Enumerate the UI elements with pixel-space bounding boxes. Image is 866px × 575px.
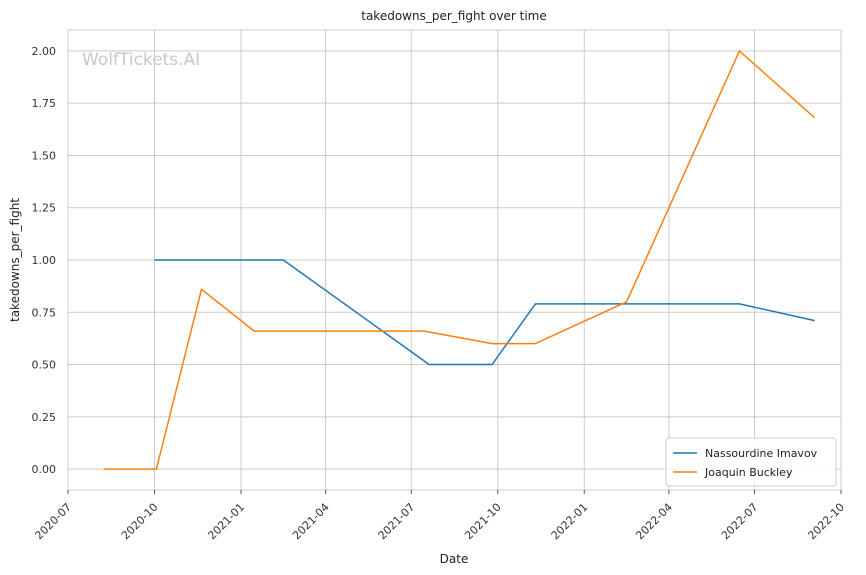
x-tick-label: 2020-07	[32, 501, 74, 543]
x-tick-label: 2022-01	[549, 501, 591, 543]
legend-box	[665, 437, 837, 487]
x-tick-label: 2021-10	[462, 501, 504, 543]
x-tick-label: 2022-10	[805, 501, 847, 543]
chart-title: takedowns_per_fight over time	[361, 9, 547, 23]
legend-label-joaquin-buckley: Joaquin Buckley	[704, 466, 793, 479]
series-line-nassourdine-imavov	[154, 259, 815, 366]
y-tick-label: 0.00	[32, 463, 57, 476]
legend-label-nassourdine-imavov: Nassourdine Imavov	[705, 447, 818, 460]
watermark: WolfTickets.AI	[82, 50, 200, 70]
x-tick-label: 2022-07	[719, 501, 761, 543]
x-axis-label: Date	[440, 552, 469, 566]
y-tick-label: 1.50	[32, 149, 57, 162]
y-tick-label: 0.50	[32, 359, 57, 372]
y-tick-label: 0.75	[32, 306, 57, 319]
y-axis-label: takedowns_per_fight	[8, 198, 22, 322]
plot-area	[67, 29, 842, 491]
x-tick-label: 2021-04	[290, 501, 332, 543]
y-tick-label: 1.00	[32, 254, 57, 267]
y-tick-label: 0.25	[32, 411, 57, 424]
series-lines	[103, 50, 816, 470]
x-tick-label: 2021-07	[376, 501, 418, 543]
y-tick-label: 1.75	[32, 97, 57, 110]
x-axis-ticks: 2020-07 2020-10 2021-01 2021-04 2021-07 2021-…	[32, 490, 847, 542]
y-axis-ticks: 0.00 0.25 0.50 0.75 1.00 1.25 1.50 1.75 2.00	[32, 45, 57, 476]
y-tick-label: 2.00	[32, 45, 57, 58]
legend: Nassourdine Imavov Joaquin Buckley	[665, 437, 837, 487]
series-line-joaquin-buckley	[103, 50, 816, 470]
x-tick-label: 2021-01	[205, 501, 247, 543]
x-tick-label: 2022-04	[633, 501, 675, 543]
x-tick-label: 2020-10	[119, 501, 161, 543]
y-tick-label: 1.25	[32, 202, 57, 215]
